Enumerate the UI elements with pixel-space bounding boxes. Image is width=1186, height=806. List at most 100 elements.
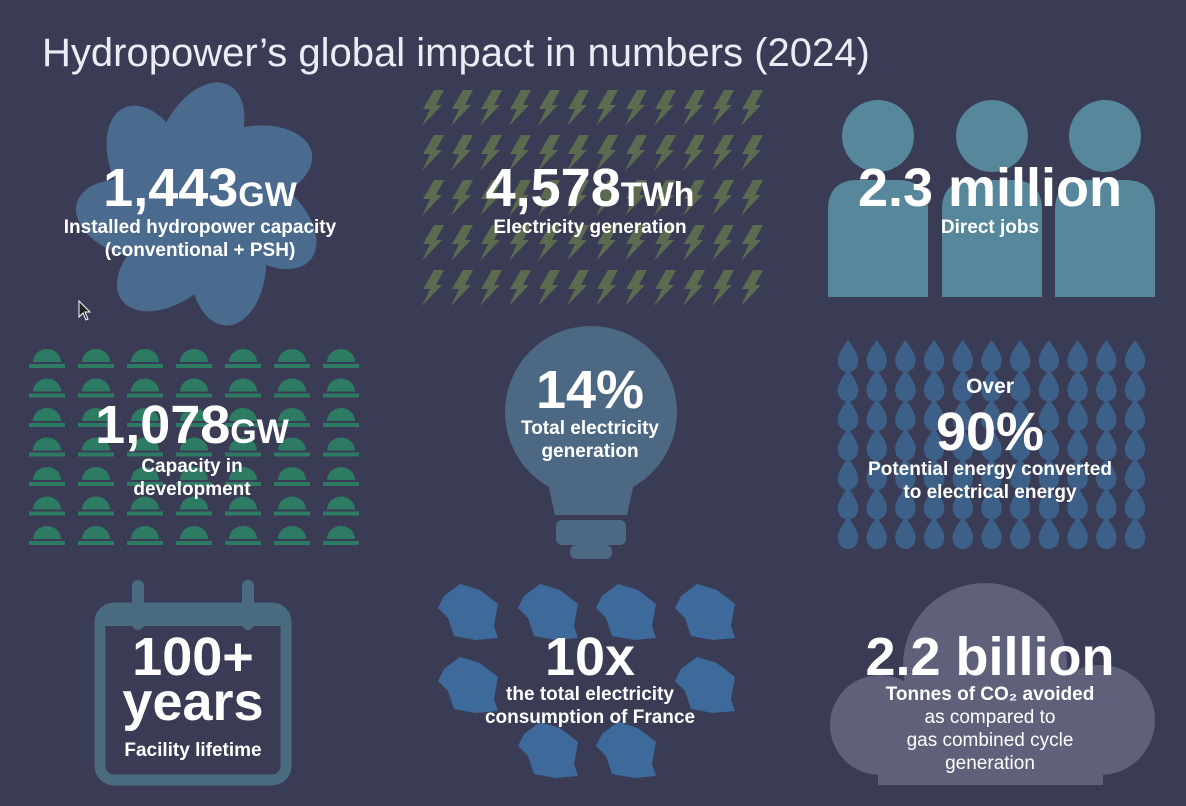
drop <box>1067 487 1088 520</box>
turbine-hub <box>160 165 240 245</box>
calendar-ring <box>132 580 144 630</box>
france-map <box>596 722 656 778</box>
bolt <box>480 90 502 126</box>
tile-label: as compared to <box>925 707 1056 728</box>
drop <box>1096 487 1117 520</box>
drop <box>837 517 859 549</box>
hard-hat <box>127 349 163 368</box>
drop <box>1124 399 1146 431</box>
hard-hat <box>78 467 114 486</box>
bolt <box>654 270 676 306</box>
bolt <box>596 270 618 306</box>
drop <box>1038 369 1060 402</box>
hard-hat <box>323 437 359 457</box>
drop <box>1124 340 1146 372</box>
tile-label: development <box>133 479 251 500</box>
hard-hat <box>176 526 212 545</box>
tile-value: 100+ <box>132 627 254 687</box>
hard-hat <box>225 378 261 398</box>
drop <box>895 487 916 520</box>
drop <box>1067 428 1088 461</box>
value-unit: GW <box>230 413 289 451</box>
hard-hat <box>274 496 310 516</box>
bolt <box>451 270 473 306</box>
tile-label: Tonnes of CO₂ avoided <box>886 684 1095 705</box>
bolt <box>741 90 763 126</box>
bolt <box>480 135 502 171</box>
tile-label: Electricity generation <box>493 217 686 238</box>
bolt <box>538 180 560 216</box>
bolt <box>625 135 647 171</box>
bolt <box>422 90 444 126</box>
tile-value: 14% <box>536 360 644 420</box>
drop <box>1096 369 1117 402</box>
tile-label: to electrical energy <box>903 482 1077 503</box>
value-number: 2.3 million <box>858 158 1122 218</box>
bolt <box>712 225 734 261</box>
hard-hat <box>78 496 114 516</box>
drop <box>923 399 945 432</box>
bolt <box>625 225 647 261</box>
drop <box>1124 428 1146 461</box>
bolt <box>683 135 705 171</box>
bolt <box>422 225 444 261</box>
bolt <box>683 180 705 216</box>
tile-label: consumption of France <box>485 707 695 728</box>
bolt <box>596 90 618 126</box>
hard-hat <box>176 467 212 486</box>
bolt <box>712 180 734 216</box>
bolt <box>451 135 473 171</box>
hard-hat <box>78 349 114 368</box>
icons <box>29 82 1155 786</box>
drop <box>981 399 1002 432</box>
bolt <box>741 135 763 171</box>
drop <box>923 340 945 372</box>
drop <box>952 369 974 402</box>
drop <box>952 399 974 432</box>
drop <box>895 517 916 549</box>
hard-hat <box>29 467 65 486</box>
drop <box>981 458 1002 490</box>
drop <box>1096 340 1117 372</box>
bolt <box>509 270 531 306</box>
bolt <box>422 135 444 171</box>
france-map <box>438 657 498 713</box>
tile-value: 1,078GW <box>95 395 290 455</box>
drop <box>923 458 945 490</box>
tile-value: 1,443GW <box>103 158 298 218</box>
tile-label: Capacity in <box>141 456 242 477</box>
drop <box>837 369 859 402</box>
bolt <box>509 225 531 261</box>
bolt <box>451 90 473 126</box>
person-head <box>956 100 1028 172</box>
hard-hat <box>127 496 163 516</box>
tile-unit: years <box>122 672 263 732</box>
hard-hat <box>323 378 359 398</box>
hard-hat <box>323 349 359 368</box>
hard-hat <box>176 496 212 516</box>
france-map <box>438 584 498 640</box>
hard-hat <box>29 349 65 368</box>
drop <box>895 428 916 461</box>
hard-hat <box>127 526 163 545</box>
drop <box>837 340 859 372</box>
drop <box>952 487 974 520</box>
drop <box>895 340 916 372</box>
hard-hat <box>274 467 310 486</box>
drop <box>1124 369 1146 402</box>
page-title: Hydropower’s global impact in numbers (2… <box>42 31 870 75</box>
drop <box>837 428 859 461</box>
hard-hat <box>225 467 261 486</box>
hard-hat <box>323 408 359 427</box>
drop <box>1124 487 1146 520</box>
bulb-globe <box>505 326 677 498</box>
drop <box>1009 428 1031 461</box>
bolt <box>712 135 734 171</box>
drop <box>1096 517 1117 549</box>
hard-hat <box>127 467 163 486</box>
hard-hat <box>127 408 163 427</box>
drop <box>981 517 1002 549</box>
